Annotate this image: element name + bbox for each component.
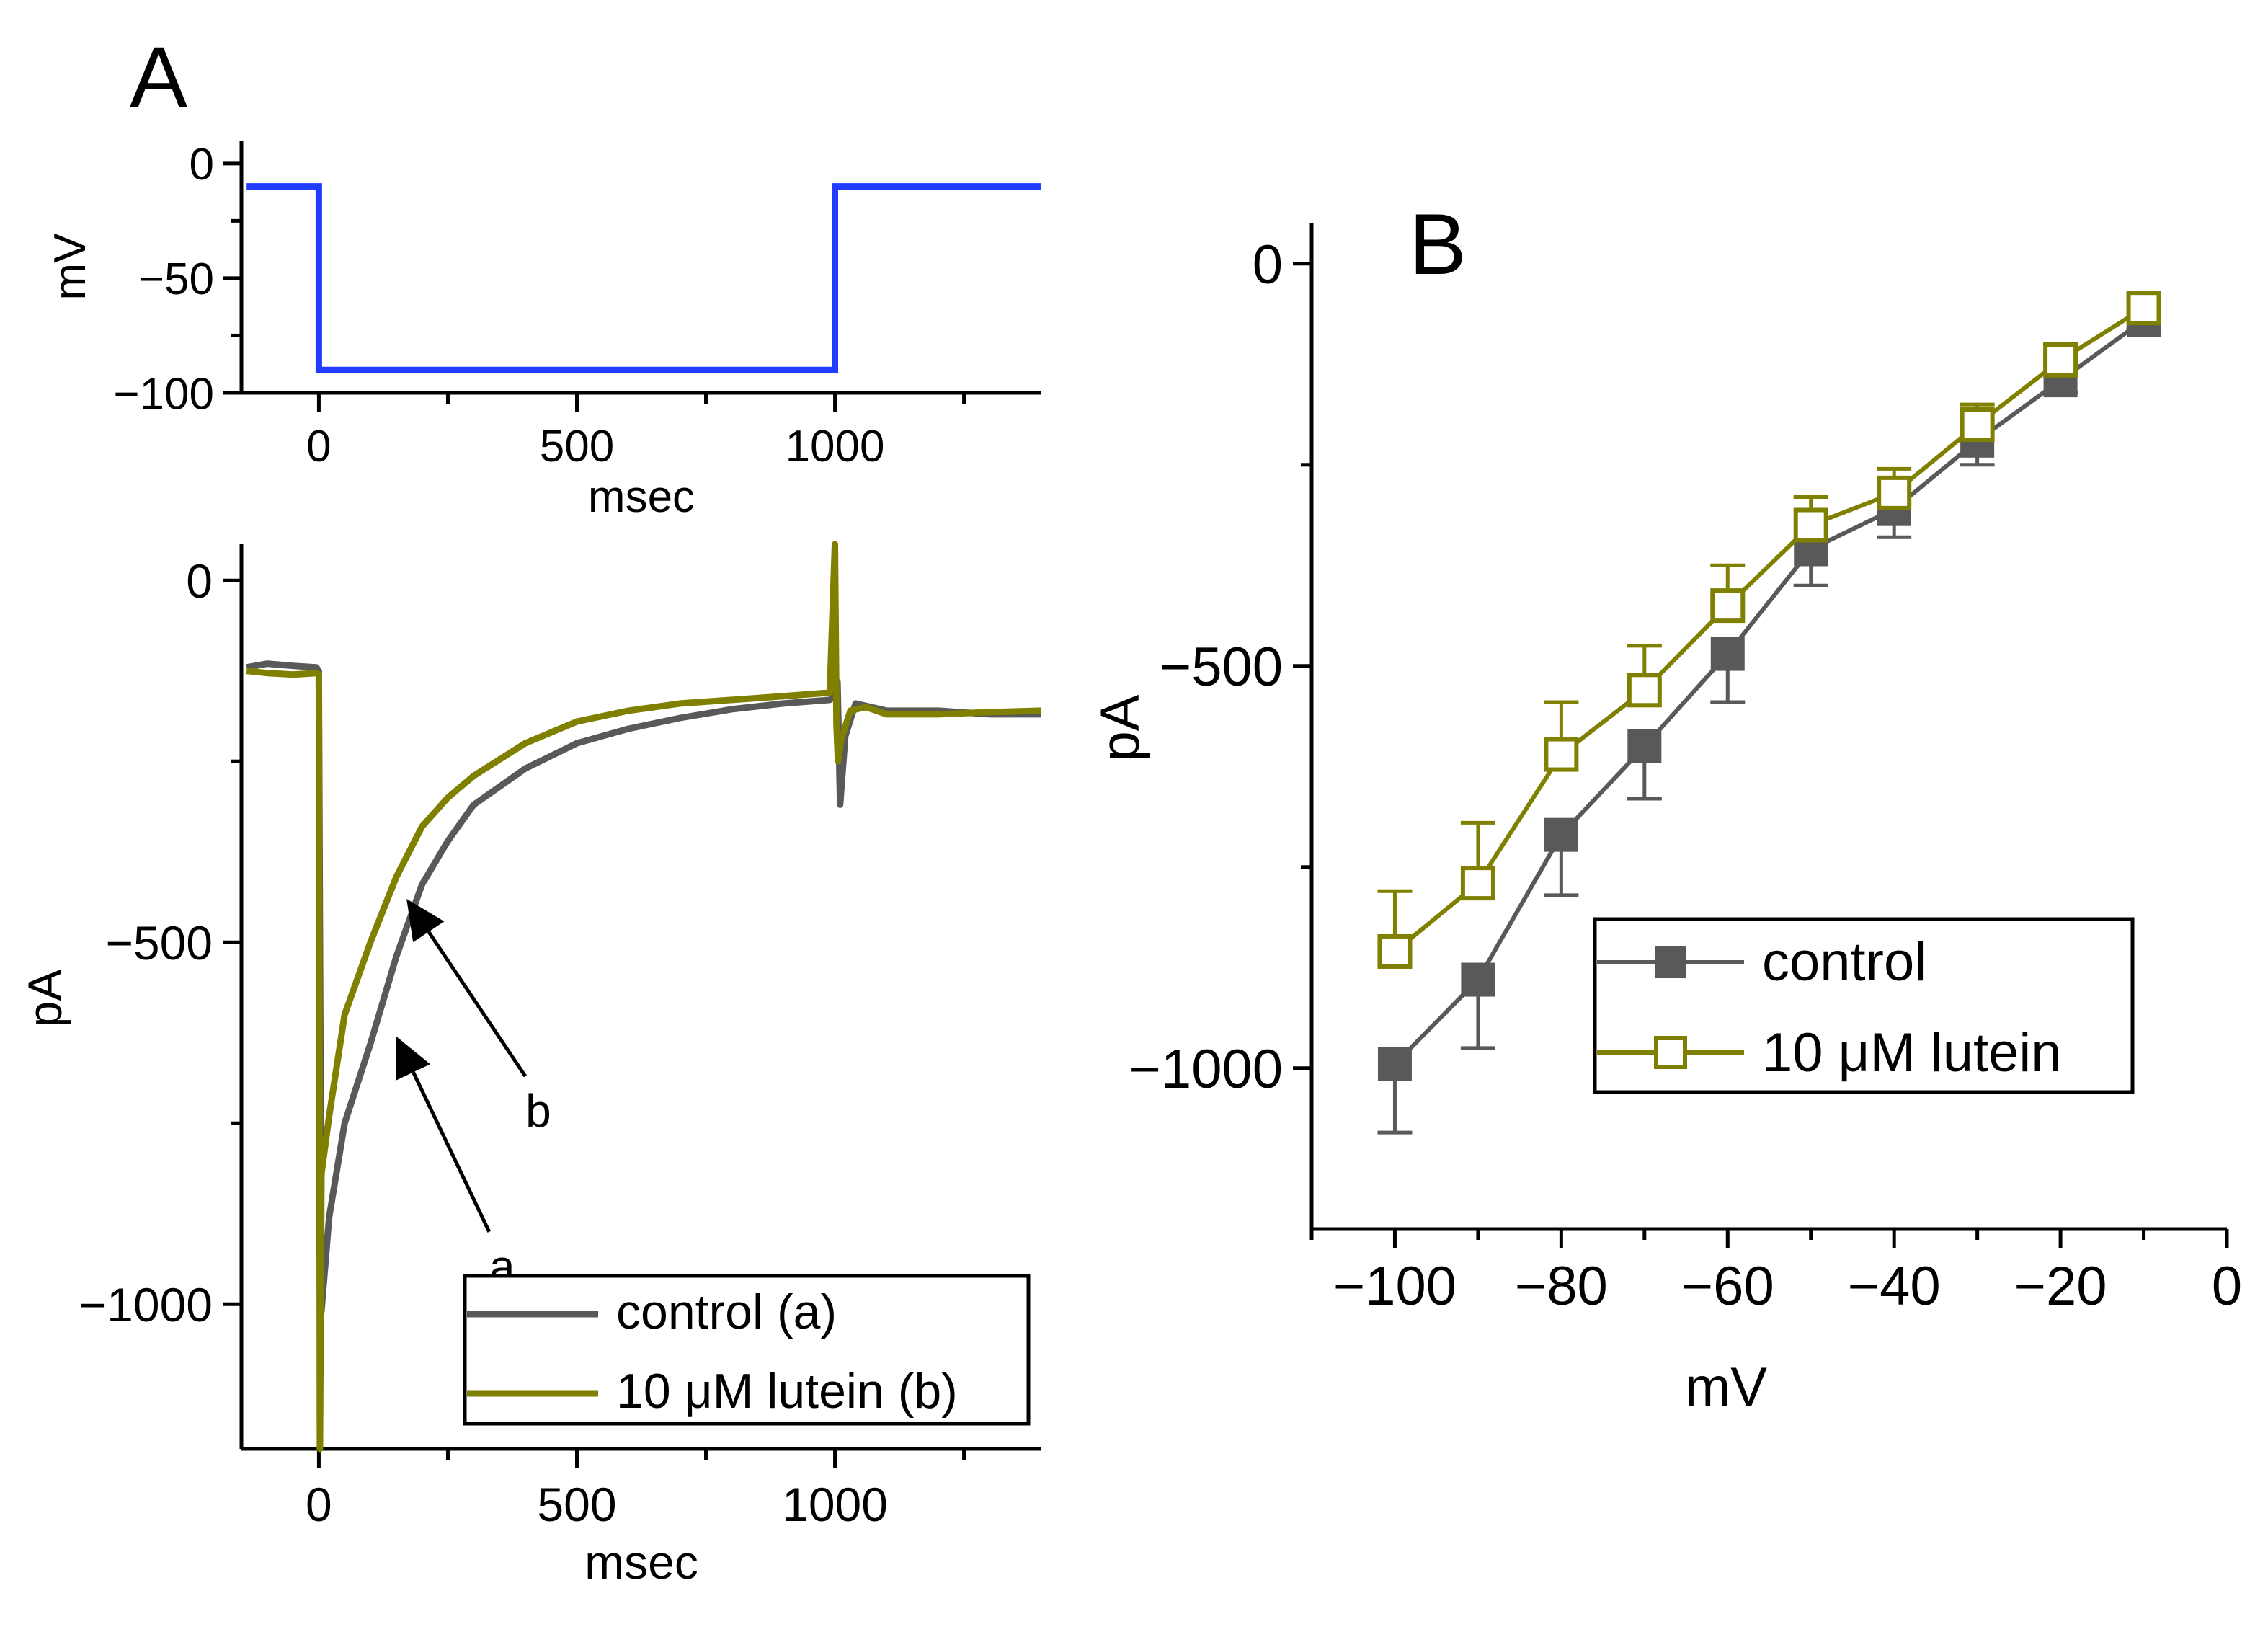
iv-x-tick-label: −80 (1515, 1256, 1608, 1317)
iv-point-control (1461, 962, 1495, 997)
annotation-arrowhead-b (406, 898, 445, 943)
protocol-y-tick-label: 0 (190, 140, 214, 190)
traces-y-axis-label: pA (18, 970, 71, 1028)
iv-axes (1293, 223, 2229, 1248)
annotation-label-b: b (525, 1085, 551, 1137)
legend-iv: control 10 μM lutein (1593, 917, 2135, 1094)
protocol-x-axis-label: msec (588, 472, 695, 522)
protocol-y-axis-label: mV (45, 233, 95, 301)
iv-point-lutein (1627, 673, 1662, 708)
protocol-y-tick-label: −50 (138, 254, 214, 304)
protocol-axes (223, 141, 1041, 412)
iv-y-tick-label: 0 (1253, 234, 1283, 296)
iv-point-control (1544, 817, 1578, 852)
traces-y-tick-label: −500 (105, 916, 213, 970)
iv-point-lutein (2126, 291, 2161, 326)
panel-label-a: A (130, 29, 187, 125)
iv-y-tick-label: −1000 (1129, 1039, 1283, 1100)
legend-traces: control (a) 10 μM lutein (b) (463, 1274, 1031, 1426)
iv-point-lutein (1544, 737, 1579, 772)
traces-x-tick-label: 0 (306, 1478, 332, 1531)
traces-y-tick-label: −1000 (79, 1278, 213, 1331)
iv-point-lutein (1877, 475, 1912, 510)
annotation-arrow-b (427, 931, 527, 1078)
legend-label-control-a: control (a) (616, 1285, 837, 1339)
iv-line-control (1393, 318, 2145, 1066)
iv-point-lutein (1960, 407, 1995, 442)
iv-line-lutein (1393, 306, 2145, 954)
traces-axes (223, 544, 1041, 1468)
iv-point-lutein (2043, 342, 2078, 378)
protocol-line-0 (246, 183, 1041, 373)
legend-marker-control (1655, 946, 1686, 978)
protocol-x-tick-label: 0 (306, 422, 331, 471)
panel-label-b: B (1409, 196, 1467, 293)
iv-y-tick-label: −500 (1160, 637, 1283, 698)
protocol-x-tick-label: 1000 (786, 422, 885, 471)
iv-point-control (1377, 1047, 1412, 1081)
traces-y-tick-label: 0 (186, 554, 213, 608)
iv-x-tick-label: −100 (1333, 1256, 1457, 1317)
iv-x-tick-label: −20 (2014, 1256, 2107, 1317)
traces-x-axis-label: msec (584, 1535, 698, 1589)
iv-x-tick-label: 0 (2212, 1256, 2242, 1317)
iv-point-lutein (1460, 866, 1495, 901)
legend-label-lutein: 10 μM lutein (1762, 1022, 2062, 1083)
iv-x-axis-label: mV (1685, 1357, 1767, 1418)
iv-x-tick-label: −60 (1681, 1256, 1774, 1317)
iv-point-control (1710, 637, 1745, 671)
protocol-y-tick-label: −100 (113, 369, 214, 419)
traces-x-tick-label: 500 (537, 1478, 616, 1531)
iv-point-lutein (1793, 507, 1828, 543)
iv-point-control (1627, 729, 1662, 763)
iv-point-lutein (1377, 933, 1413, 969)
iv-x-tick-label: −40 (1848, 1256, 1941, 1317)
protocol-x-tick-label: 500 (540, 422, 614, 471)
legend-label-control: control (1762, 931, 1926, 993)
iv-point-lutein (1710, 588, 1746, 624)
legend-marker-lutein (1654, 1036, 1687, 1069)
annotation-arrow-a (412, 1071, 491, 1233)
legend-label-lutein-b: 10 μM lutein (b) (616, 1364, 958, 1419)
annotation-arrowhead-a (396, 1036, 430, 1081)
trace-lutein (246, 541, 1042, 1453)
iv-y-axis-label: pA (1090, 694, 1151, 761)
traces-x-tick-label: 1000 (782, 1478, 888, 1531)
